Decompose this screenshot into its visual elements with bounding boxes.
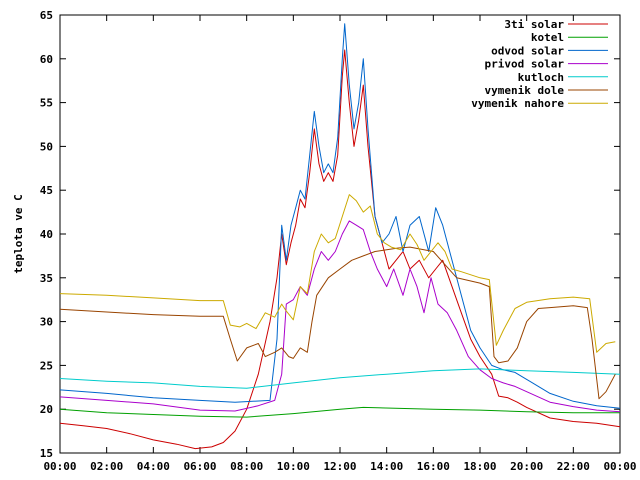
- x-tick-label: 00:00: [603, 460, 636, 473]
- legend-label: kutloch: [518, 71, 564, 84]
- series-layer: [59, 23, 621, 450]
- legend-label: odvod solar: [491, 44, 564, 57]
- x-tick-label: 22:00: [557, 460, 590, 473]
- y-tick-label: 15: [40, 447, 53, 460]
- x-tick-label: 00:00: [43, 460, 76, 473]
- x-tick-label: 10:00: [277, 460, 310, 473]
- x-tick-label: 08:00: [230, 460, 263, 473]
- series-line-odvod-solar: [59, 23, 621, 409]
- series-line-privod-solar: [59, 220, 621, 413]
- series-line-kutloch: [59, 368, 621, 389]
- series-line-3ti-solar: [59, 49, 621, 450]
- x-tick-label: 18:00: [463, 460, 496, 473]
- x-tick-label: 14:00: [370, 460, 403, 473]
- y-axis-title: teplota ve C: [12, 194, 25, 273]
- series-line-vymenik-nahore: [59, 194, 616, 353]
- x-tick-label: 12:00: [323, 460, 356, 473]
- x-tick-label: 16:00: [417, 460, 450, 473]
- y-tick-label: 40: [40, 228, 53, 241]
- legend-label: vymenik nahore: [471, 97, 564, 110]
- x-tick-label: 06:00: [183, 460, 216, 473]
- legend-label: privod solar: [485, 58, 565, 71]
- y-tick-label: 65: [40, 9, 53, 22]
- y-tick-label: 55: [40, 97, 53, 110]
- y-tick-label: 35: [40, 272, 53, 285]
- y-tick-label: 50: [40, 140, 53, 153]
- y-tick-label: 25: [40, 359, 53, 372]
- y-tick-label: 60: [40, 53, 53, 66]
- x-tick-label: 04:00: [137, 460, 170, 473]
- legend-label: kotel: [531, 31, 564, 44]
- series-line-kotel: [59, 406, 620, 418]
- legend-label: 3ti solar: [504, 18, 564, 31]
- x-tick-label: 20:00: [510, 460, 543, 473]
- y-tick-label: 20: [40, 403, 53, 416]
- y-tick-label: 30: [40, 316, 53, 329]
- series-line-vymenik-dole: [59, 246, 616, 400]
- x-tick-label: 02:00: [90, 460, 123, 473]
- axis-ticks: 15 20 25 30 35 40 45 50 55 60 65 00:00 02:00 04:00 06:…: [40, 9, 637, 473]
- y-tick-label: 45: [40, 184, 53, 197]
- legend-label: vymenik dole: [485, 84, 565, 97]
